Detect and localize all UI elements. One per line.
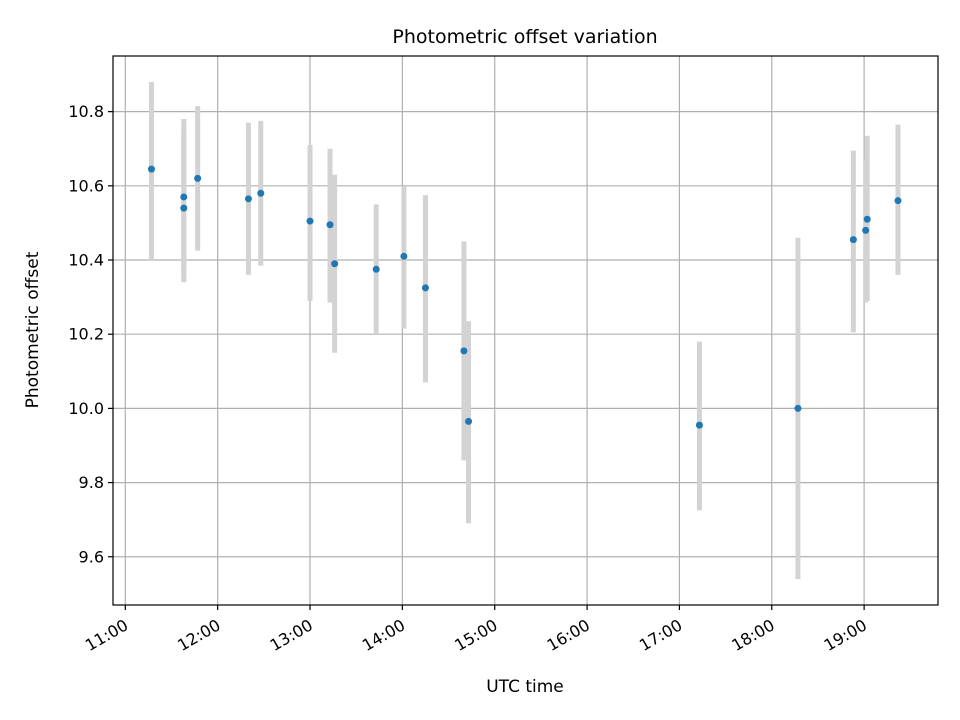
y-tick-label: 10.0 (68, 399, 104, 418)
data-point (372, 265, 380, 273)
data-point (400, 252, 408, 260)
data-point (849, 236, 857, 244)
plot-frame (112, 55, 939, 606)
y-tick-label: 10.6 (68, 176, 104, 195)
data-point (862, 226, 870, 234)
data-point (147, 165, 155, 173)
data-point (194, 174, 202, 182)
y-tick-label: 10.8 (68, 102, 104, 121)
data-point (863, 215, 871, 223)
data-point (326, 221, 334, 229)
data-point (894, 197, 902, 205)
data-point (460, 347, 468, 355)
data-point (257, 189, 265, 197)
data-point (180, 204, 188, 212)
data-points (147, 165, 902, 429)
data-point (695, 421, 703, 429)
data-point (794, 404, 802, 412)
data-point (465, 417, 473, 425)
y-tick-label: 9.8 (79, 473, 104, 492)
y-tick-label: 10.2 (68, 325, 104, 344)
y-tick-label: 9.6 (79, 547, 104, 566)
data-point (331, 260, 339, 268)
y-axis-title: Photometric offset (23, 251, 43, 408)
data-point (421, 284, 429, 292)
y-axis-ticks: 9.6 9.8 10.0 10.2 10.4 10.6 10.8 (68, 102, 113, 566)
data-point (244, 195, 252, 203)
y-tick-label: 10.4 (68, 251, 104, 270)
grid-lines (113, 56, 938, 605)
data-point (306, 217, 314, 225)
data-point (180, 193, 188, 201)
chart-title: Photometric offset variation (392, 26, 657, 48)
x-axis-title: UTC time (486, 677, 564, 697)
